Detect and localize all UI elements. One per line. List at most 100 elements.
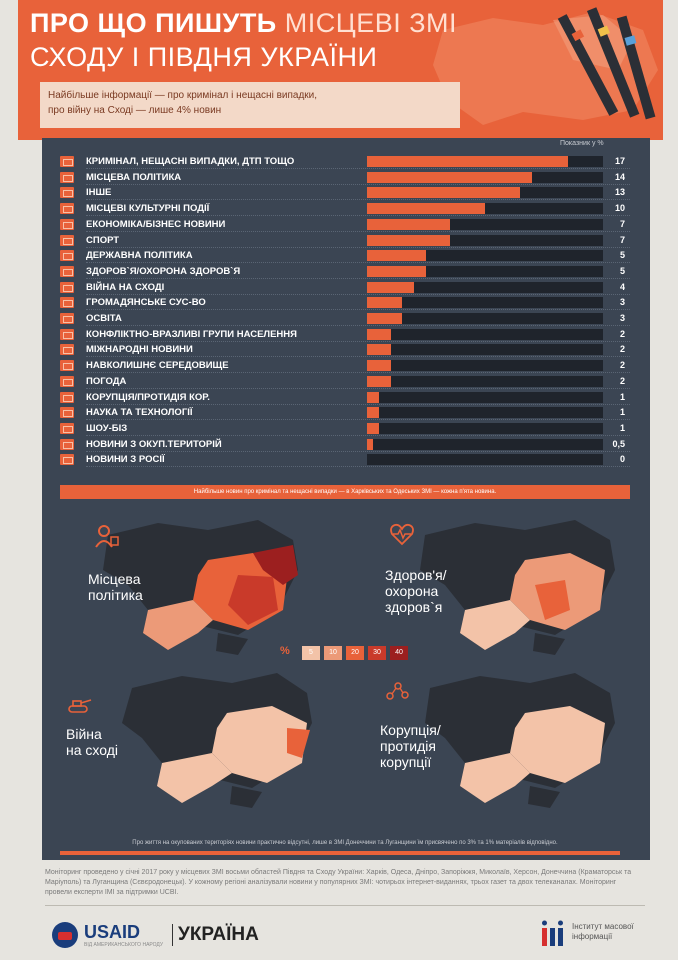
bar-value-label: 14	[614, 171, 625, 182]
imi-line2: інформації	[572, 932, 613, 941]
bar-value-label: 5	[619, 250, 625, 261]
bar	[367, 407, 379, 419]
bar-value-label: 2	[619, 360, 625, 371]
top-note: Найбільше новин про кримінал та нещасні …	[60, 485, 630, 499]
map-local-politics: Місцева політика	[88, 515, 348, 665]
bar	[367, 360, 391, 372]
row-separator	[86, 434, 630, 436]
subtitle: Найбільше інформації — про кримінал і не…	[48, 88, 408, 118]
bar	[367, 313, 403, 324]
legend-step: 30	[368, 646, 386, 660]
imi-logo-icon	[542, 920, 563, 946]
map-local-politics-shape	[103, 520, 298, 655]
page-title-line1: ПРО ЩО ПИШУТЬ МІСЦЕВІ ЗМІ	[30, 8, 457, 39]
map-corruption-label: Корупція/ протидія корупції	[380, 722, 441, 770]
chart-row: ЕКОНОМІКА/БІЗНЕС НОВИНИ 7	[60, 218, 630, 232]
label-line2: політика	[88, 587, 143, 603]
row-separator	[86, 340, 630, 342]
chart-row: КРИМІНАЛ, НЕЩАСНІ ВИПАДКИ, ДТП ТОЩО 17	[60, 155, 630, 169]
category-label: ВІЙНА НА СХОДІ	[86, 281, 165, 293]
category-icon	[60, 313, 74, 324]
row-separator	[86, 309, 630, 311]
bar	[367, 187, 521, 199]
bar-value-label: 2	[619, 375, 625, 386]
subtitle-line1: Найбільше інформації — про кримінал і не…	[48, 90, 318, 101]
category-icon	[60, 250, 74, 262]
category-label: ЗДОРОВ`Я/ОХОРОНА ЗДОРОВ`Я	[86, 265, 241, 277]
category-icon	[60, 344, 74, 356]
category-label: ПОГОДА	[86, 375, 127, 387]
legend-step: 10	[324, 646, 342, 660]
bar-track	[367, 391, 603, 403]
usaid-tagline: ВІД АМЕРИКАНСЬКОГО НАРОДУ	[84, 942, 164, 948]
bar-value-label: 0,5	[612, 438, 625, 449]
category-icon	[60, 203, 74, 215]
page-title-line2: СХОДУ І ПІВДНЯ УКРАЇНИ	[30, 42, 378, 72]
chart-row: ШОУ-БІЗ 1	[60, 422, 630, 436]
category-label: НОВИНИ З ОКУП.ТЕРИТОРІЙ	[86, 438, 222, 450]
category-icon	[60, 218, 74, 230]
label-line1: Здоров'я/	[385, 567, 447, 583]
label-line2: охорона	[385, 583, 439, 599]
imi-line1: Інститут масової	[572, 922, 634, 931]
row-separator	[86, 183, 630, 185]
ukraine-map-decoration	[433, 7, 658, 125]
legend-percent-symbol: %	[280, 645, 290, 657]
category-icon	[60, 297, 74, 309]
row-separator	[86, 466, 630, 468]
label-line2: на сході	[66, 742, 119, 758]
bar	[367, 391, 379, 403]
map-war: Війна на сході	[62, 668, 322, 818]
politician-icon	[95, 525, 119, 548]
bar-track	[367, 360, 603, 372]
row-separator	[86, 199, 630, 201]
title-bold: ПРО ЩО ПИШУТЬ	[30, 8, 277, 38]
category-label: КОРУПЦІЯ/ПРОТИДІЯ КОР.	[86, 391, 210, 403]
chart-row: КОРУПЦІЯ/ПРОТИДІЯ КОР. 1	[60, 391, 630, 405]
bar	[367, 328, 391, 340]
row-separator	[86, 403, 630, 405]
subtitle-line2: про війну на Сході — лише 4% новин	[48, 105, 222, 116]
category-label: ШОУ-БІЗ	[86, 422, 128, 434]
row-separator	[86, 277, 630, 279]
tank-icon	[68, 699, 92, 713]
label-line1: Місцева	[88, 571, 141, 587]
chart-row: МІЖНАРОДНІ НОВИНИ 2	[60, 343, 630, 358]
footer-divider	[45, 905, 645, 906]
network-icon	[386, 682, 409, 700]
bar-value-label: 7	[619, 234, 625, 245]
label-line1: Корупція/	[380, 722, 441, 738]
imi-name: Інститут масової інформації	[572, 922, 647, 942]
category-label: ДЕРЖАВНА ПОЛІТИКА	[86, 250, 193, 262]
category-icon	[60, 360, 74, 372]
bar-track	[367, 265, 603, 277]
legend-step: 5	[302, 646, 320, 660]
chart-row: КОНФЛІКТНО-ВРАЗЛИВІ ГРУПИ НАСЕЛЕННЯ 2	[60, 328, 630, 342]
bar-track	[367, 422, 603, 434]
category-label: ЕКОНОМІКА/БІЗНЕС НОВИНИ	[86, 218, 226, 230]
bar-value-label: 7	[619, 218, 625, 229]
row-separator	[86, 450, 630, 452]
bar-track	[367, 407, 603, 419]
chart-row: ДЕРЖАВНА ПОЛІТИКА 5	[60, 249, 630, 264]
row-separator	[86, 293, 630, 295]
label-line3: здоров`я	[385, 599, 443, 615]
category-label: МІСЦЕВІ КУЛЬТУРНІ ПОДІЇ	[86, 203, 210, 215]
heartbeat-icon	[390, 523, 414, 546]
bar	[367, 250, 426, 262]
category-icon	[60, 187, 74, 199]
bar-track	[367, 218, 603, 230]
legend-step: 20	[346, 646, 364, 660]
label-line3: корупції	[380, 754, 432, 770]
legend-step: 40	[390, 646, 408, 660]
bar	[367, 265, 426, 277]
map-health-label: Здоров'я/ охорона здоров`я	[385, 567, 447, 615]
category-icon	[60, 391, 74, 403]
category-label: ГРОМАДЯНСЬКЕ СУС-ВО	[86, 297, 206, 309]
category-label: МІЖНАРОДНІ НОВИНИ	[86, 344, 193, 356]
bar-value-label: 4	[619, 281, 625, 292]
chart-row: НОВИНИ З ОКУП.ТЕРИТОРІЙ 0,5	[60, 438, 630, 452]
bar-track	[367, 203, 603, 215]
row-separator	[86, 246, 630, 248]
bar-value-label: 1	[619, 391, 625, 402]
